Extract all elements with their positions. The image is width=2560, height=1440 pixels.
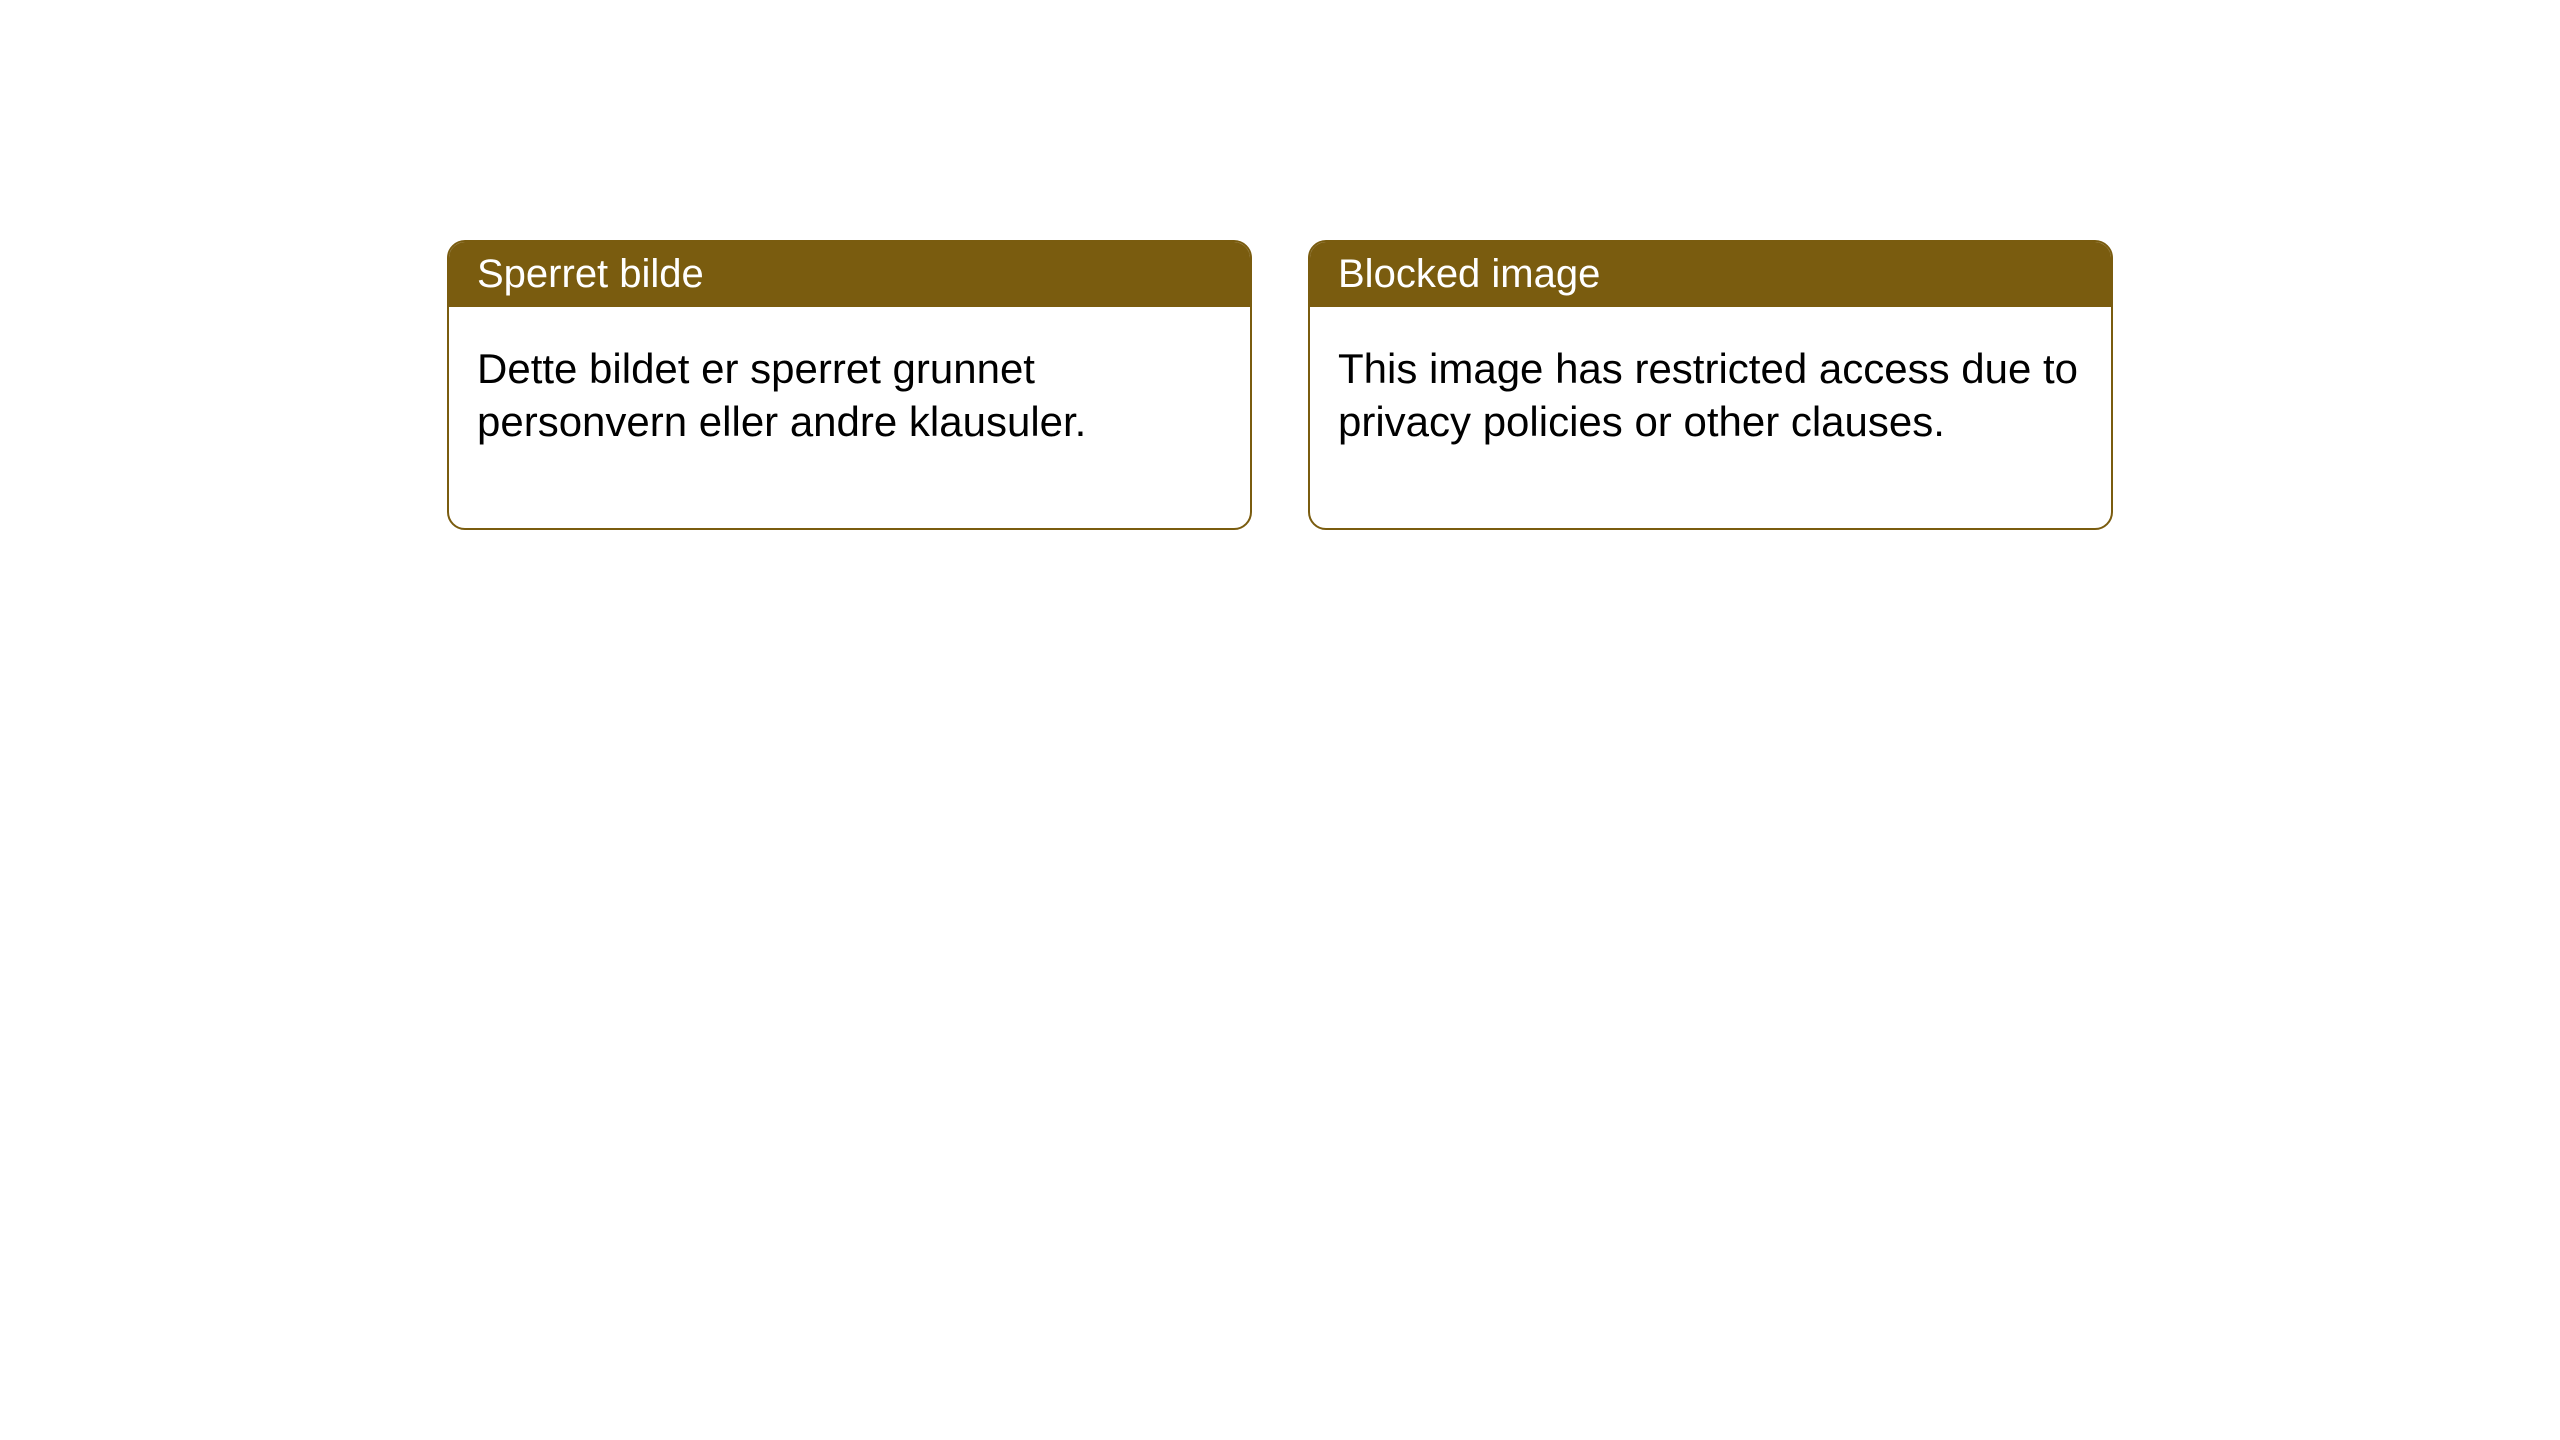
- card-body-norwegian: Dette bildet er sperret grunnet personve…: [449, 307, 1250, 528]
- blocked-image-card-norwegian: Sperret bilde Dette bildet er sperret gr…: [447, 240, 1252, 530]
- blocked-image-card-english: Blocked image This image has restricted …: [1308, 240, 2113, 530]
- card-header-english: Blocked image: [1310, 242, 2111, 307]
- card-body-english: This image has restricted access due to …: [1310, 307, 2111, 528]
- card-header-norwegian: Sperret bilde: [449, 242, 1250, 307]
- notice-cards-container: Sperret bilde Dette bildet er sperret gr…: [447, 240, 2113, 530]
